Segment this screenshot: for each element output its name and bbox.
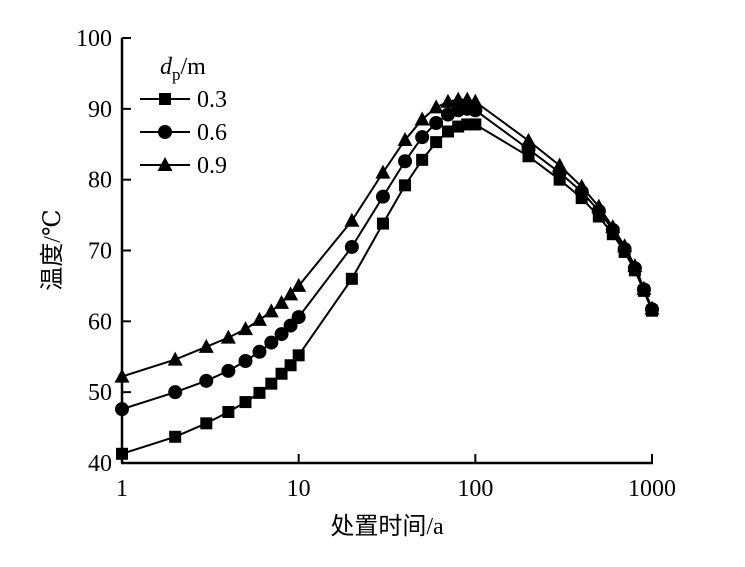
- data-point-triangle: [198, 338, 214, 353]
- data-point-square: [452, 120, 465, 133]
- data-point-triangle: [114, 368, 130, 383]
- series-0.6: [115, 101, 659, 417]
- data-point-triangle: [574, 178, 590, 193]
- data-point-triangle: [251, 311, 267, 326]
- data-point-square: [200, 417, 213, 430]
- data-point-triangle: [617, 238, 633, 253]
- data-point-triangle: [636, 280, 652, 295]
- data-point-triangle: [552, 157, 568, 172]
- legend-label: 0.9: [197, 153, 227, 179]
- data-point-square: [430, 136, 443, 149]
- data-point-triangle: [521, 132, 537, 147]
- x-tick-label: 1: [116, 476, 128, 502]
- data-point-triangle: [283, 286, 299, 301]
- data-point-circle: [115, 402, 129, 417]
- legend-title-unit: /m: [181, 54, 207, 80]
- data-point-triangle: [237, 321, 253, 336]
- data-point-circle: [221, 363, 236, 378]
- series: [114, 91, 660, 460]
- y-tick-label: 40: [88, 451, 112, 477]
- data-point-triangle: [397, 132, 413, 146]
- data-point-circle: [415, 130, 430, 145]
- data-point-circle: [199, 373, 214, 388]
- y-tick-label: 60: [88, 309, 112, 335]
- series-line: [121, 98, 653, 378]
- y-axis-title: 温度/℃: [39, 209, 66, 291]
- data-point-triangle: [414, 111, 430, 126]
- data-point-square: [376, 217, 389, 230]
- data-point-circle: [264, 335, 279, 350]
- legend-title-main: d: [160, 54, 173, 80]
- data-point-square: [253, 386, 266, 399]
- legend: dp/m 0.3 0.6 0.9: [140, 54, 227, 179]
- data-point-square: [116, 447, 128, 460]
- x-tick-label: 10: [287, 476, 311, 502]
- series-line: [121, 107, 653, 411]
- data-point-square: [469, 118, 482, 131]
- legend-label: 0.3: [197, 87, 227, 113]
- y-tick-label: 80: [88, 168, 112, 194]
- x-tick-label: 1000: [628, 476, 676, 502]
- x-axis-title: 处置时间/a: [330, 513, 444, 540]
- legend-marker-circle: [158, 125, 172, 139]
- data-point-circle: [398, 154, 413, 169]
- data-point-square: [461, 118, 474, 131]
- data-point-square: [292, 349, 305, 362]
- legend-item: 0.9: [140, 153, 227, 179]
- data-point-square: [265, 377, 278, 390]
- data-point-triangle: [605, 219, 621, 234]
- data-point-triangle: [591, 198, 607, 213]
- x-tick-label: 100: [457, 476, 493, 502]
- data-point-triangle: [428, 99, 444, 114]
- data-point-triangle: [644, 300, 660, 315]
- legend-item: 0.6: [140, 120, 227, 146]
- data-point-triangle: [375, 164, 391, 179]
- legend-marker-triangle: [157, 157, 173, 171]
- data-point-square: [239, 396, 252, 409]
- data-point-triangle: [263, 303, 279, 318]
- legend-item: 0.3: [140, 87, 227, 113]
- data-point-triangle: [627, 258, 643, 273]
- y-tick-label: 100: [76, 26, 112, 52]
- data-point-circle: [274, 327, 289, 342]
- data-point-circle: [429, 116, 444, 130]
- data-point-square: [345, 272, 358, 285]
- data-point-triangle: [220, 329, 236, 344]
- data-point-square: [169, 430, 182, 443]
- y-tick-label: 70: [88, 239, 112, 265]
- data-point-circle: [375, 189, 390, 204]
- y-tick-label: 50: [88, 380, 112, 406]
- data-point-triangle: [167, 351, 183, 366]
- data-point-square: [399, 179, 412, 192]
- data-point-triangle: [291, 277, 307, 292]
- data-point-circle: [344, 239, 359, 254]
- data-point-circle: [168, 385, 183, 400]
- data-point-circle: [238, 354, 253, 368]
- data-point-triangle: [274, 294, 290, 309]
- data-point-circle: [291, 310, 306, 325]
- legend-marker-square: [159, 93, 171, 105]
- series-line: [121, 123, 653, 455]
- y-tick-label: 90: [88, 97, 112, 123]
- data-point-square: [441, 125, 454, 138]
- data-point-triangle: [467, 93, 483, 108]
- legend-label: 0.6: [197, 120, 227, 146]
- data-point-square: [416, 153, 429, 166]
- data-point-circle: [252, 344, 267, 359]
- legend-title-sub: p: [172, 65, 181, 84]
- data-point-square: [284, 359, 297, 372]
- data-point-square: [275, 367, 288, 380]
- data-point-triangle: [344, 212, 360, 227]
- legend-title: dp/m: [160, 54, 206, 84]
- series-0.9: [114, 91, 660, 383]
- data-point-square: [222, 406, 235, 418]
